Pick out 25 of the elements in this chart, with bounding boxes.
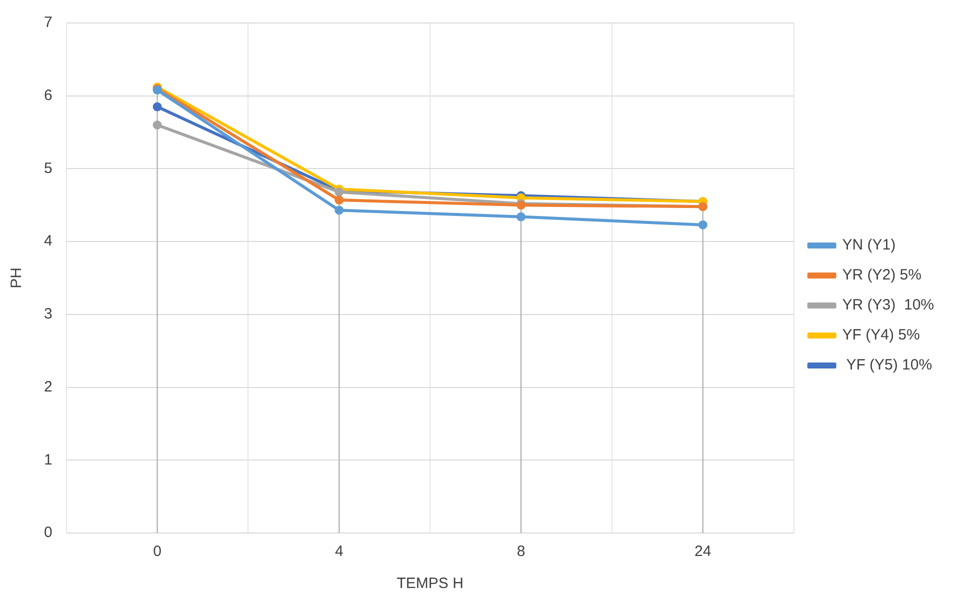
y-tick-label: 7 xyxy=(44,14,52,32)
x-tick-label: 8 xyxy=(516,543,526,560)
x-tick-label: 0 xyxy=(153,543,162,560)
x-tick-label: 24 xyxy=(694,543,712,560)
y-tick-label: 1 xyxy=(44,451,52,468)
point xyxy=(334,206,344,215)
y-tick-label: 4 xyxy=(44,232,52,250)
legend-label: YN (Y1) xyxy=(842,236,896,254)
legend-label: YR (Y2) 5% xyxy=(842,266,922,284)
x-axis-title: TEMPS H xyxy=(396,575,464,592)
y-tick-label: 0 xyxy=(44,524,52,542)
point xyxy=(516,212,526,222)
point xyxy=(152,102,162,112)
y-tick-label: 6 xyxy=(44,87,52,104)
legend-label: YF (Y4) 5% xyxy=(842,326,920,344)
x-tick-label: 4 xyxy=(334,543,344,560)
y-tick-label: 5 xyxy=(44,160,52,177)
y-axis-title: PH xyxy=(8,268,26,288)
y-tick-label: 2 xyxy=(44,378,52,396)
y-tick-label: 3 xyxy=(44,306,52,323)
legend-label: YR (Y3) 10% xyxy=(842,296,934,314)
point xyxy=(152,120,162,130)
point xyxy=(334,196,344,205)
point xyxy=(698,220,708,230)
legend-label: YF (Y5) 10% xyxy=(842,356,932,374)
